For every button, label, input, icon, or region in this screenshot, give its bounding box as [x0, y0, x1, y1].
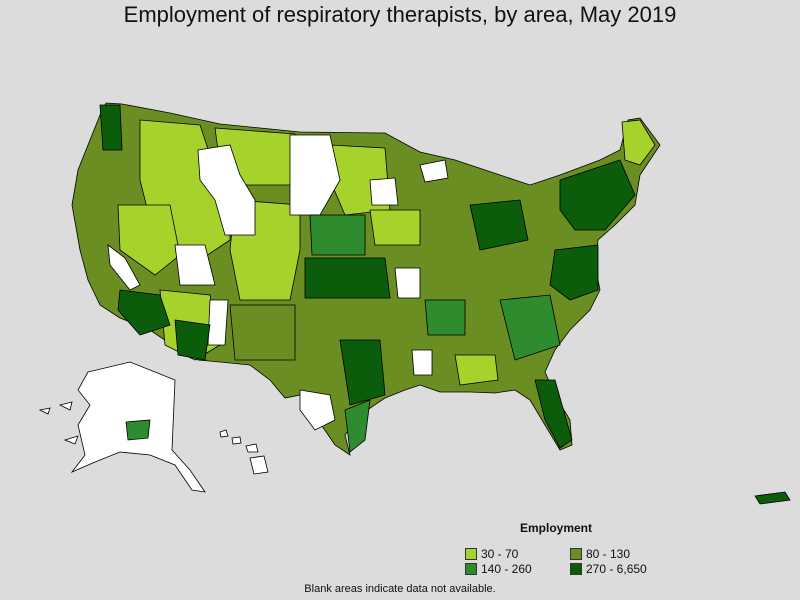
region-kansas — [304, 257, 391, 299]
blank-idaho-wyoming — [197, 144, 256, 236]
legend-label: 140 - 260 — [481, 562, 532, 576]
legend-swatch — [465, 563, 477, 575]
footnote: Blank areas indicate data not available. — [304, 583, 496, 595]
legend-swatch — [465, 548, 477, 560]
puerto-rico — [754, 491, 791, 505]
alaska-islands — [38, 401, 79, 445]
legend-item-80-130: 80 - 130 — [570, 547, 630, 561]
legend-title: Employment — [520, 521, 593, 535]
blank-minnesota — [369, 177, 399, 206]
blank-west-texas — [299, 389, 336, 431]
region-arizona — [174, 319, 211, 361]
region-maine — [621, 119, 656, 166]
region-gulf — [344, 399, 371, 453]
blank-new-mexico — [207, 299, 229, 346]
region-missouri — [424, 299, 466, 336]
legend-item-140-260: 140 - 260 — [465, 562, 532, 576]
region-puget — [99, 104, 123, 151]
blank-california-east — [107, 244, 141, 291]
hawaii — [219, 429, 269, 475]
alaska-anchorage — [125, 419, 151, 441]
blank-mississippi — [411, 349, 433, 376]
region-iowa — [369, 209, 421, 246]
region-new-mexico-north — [229, 304, 296, 361]
region-southern-california — [117, 289, 171, 336]
region-nebraska — [309, 214, 366, 256]
legend-swatch — [570, 548, 582, 560]
blank-nevada-utah — [174, 244, 216, 286]
region-nevada — [117, 204, 181, 276]
legend-label: 80 - 130 — [586, 547, 631, 561]
hawaii-islands — [219, 429, 269, 475]
region-northeast — [559, 159, 636, 231]
legend-label: 270 - 6,650 — [586, 562, 647, 576]
legend-item-30-70: 30 - 70 — [465, 547, 518, 561]
region-alabama — [454, 354, 499, 386]
alaska — [38, 361, 206, 493]
map-title: Employment of respiratory therapists, by… — [123, 2, 677, 27]
blank-missouri-area — [394, 267, 421, 299]
region-east-coast — [549, 244, 599, 301]
contiguous-us — [71, 102, 661, 456]
legend-label: 30 - 70 — [481, 547, 519, 561]
region-ohio-valley — [469, 199, 529, 251]
blank-michigan-up — [419, 159, 449, 183]
legend-swatch — [570, 563, 582, 575]
region-southeast — [499, 294, 561, 361]
region-florida — [534, 379, 573, 449]
blank-dakotas — [289, 134, 341, 216]
legend-item-270-6650: 270 - 6,650 — [570, 562, 647, 576]
region-texas-east — [339, 339, 386, 406]
puerto-rico-island — [754, 491, 791, 505]
